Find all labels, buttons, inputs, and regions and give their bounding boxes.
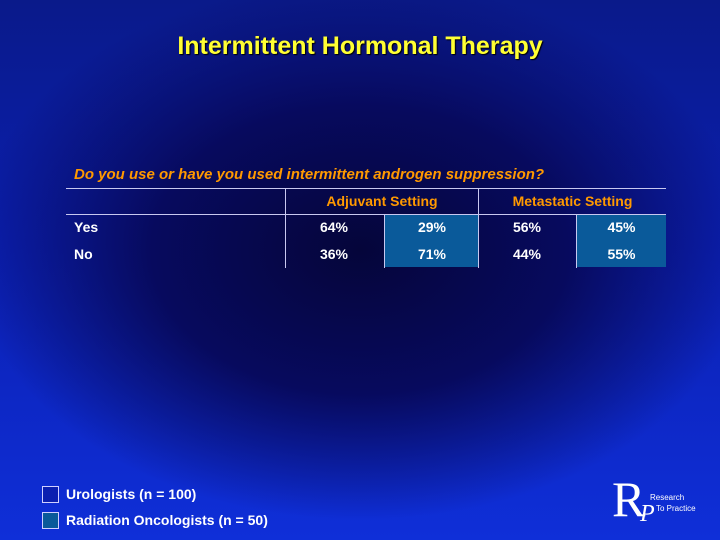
table-rule-top	[66, 188, 666, 189]
survey-question: Do you use or have you used intermittent…	[74, 166, 545, 183]
research-to-practice-logo: R P Research To Practice	[612, 474, 712, 530]
slide-title: Intermittent Hormonal Therapy	[177, 32, 543, 60]
logo-p-letter: P	[640, 501, 655, 527]
table-cell: 45%	[607, 219, 636, 235]
table-cell: 64%	[319, 219, 349, 235]
row-label-no: No	[74, 246, 93, 262]
table-cell: 71%	[417, 246, 447, 262]
legend-label: Radiation Oncologists (n = 50)	[66, 512, 268, 528]
legend-swatch-radiation-oncologists	[42, 511, 59, 529]
radonc-cell-adjuvant	[385, 214, 479, 267]
header-metastatic: Metastatic Setting	[512, 193, 633, 209]
table-divider-left	[285, 188, 286, 268]
radonc-cell-metastatic	[577, 214, 666, 267]
legend-swatch-urologists	[42, 485, 59, 503]
table-divider-inner-2	[576, 214, 577, 268]
header-adjuvant: Adjuvant Setting	[326, 193, 438, 209]
logo-line-2: To Practice	[656, 504, 696, 513]
logo-r-letter: R	[612, 471, 646, 527]
legend-item-radiation-oncologists: Radiation Oncologists (n = 50)	[42, 510, 268, 530]
table-rule-header	[66, 214, 666, 215]
table-divider-middle	[478, 188, 479, 268]
legend-label: Urologists (n = 100)	[66, 486, 197, 502]
logo-line-1: Research	[650, 493, 685, 502]
table-cell: 44%	[512, 246, 542, 262]
row-label-yes: Yes	[74, 219, 99, 235]
table-cell: 36%	[319, 246, 349, 262]
table-divider-inner-1	[384, 214, 385, 268]
logo-wordmark: Research To Practice	[650, 492, 696, 514]
table-cell: 56%	[512, 219, 542, 235]
table-cell: 55%	[607, 246, 636, 262]
table-cell: 29%	[417, 219, 447, 235]
legend-item-urologists: Urologists (n = 100)	[42, 484, 196, 504]
